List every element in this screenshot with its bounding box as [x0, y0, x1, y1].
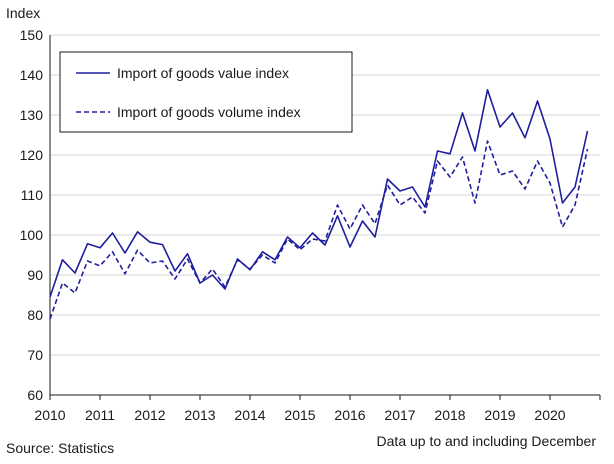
x-tick-label: 2018: [434, 407, 465, 423]
legend-box: [59, 51, 353, 133]
legend-label-volume: Import of goods volume index: [117, 104, 301, 120]
x-axis-ticks: 2010 2011 2012 2013 2014 2015 2016 2017 2018 2019…: [34, 407, 565, 423]
x-tick-label: 2020: [534, 407, 565, 423]
y-tick-label: 140: [20, 67, 44, 83]
legend-label-value: Import of goods value index: [117, 65, 289, 81]
x-tick-label: 2011: [85, 407, 115, 423]
x-tick-label: 2013: [184, 407, 215, 423]
x-tick-label: 2016: [334, 407, 365, 423]
y-tick-label: 120: [20, 147, 44, 163]
series-line-value: [49, 89, 589, 298]
x-tick-label: 2017: [384, 407, 415, 423]
x-tick-label: 2019: [484, 407, 515, 423]
y-tick-label: 100: [20, 227, 44, 243]
x-tick-label: 2014: [234, 407, 265, 423]
x-tick-label: 2015: [284, 407, 315, 423]
y-axis-ticks: 60 70 80 90 100 110 120 130 140 150: [20, 27, 44, 403]
y-tick-label: 60: [27, 387, 43, 403]
y-tick-label: 130: [20, 107, 44, 123]
axes: [49, 35, 601, 400]
y-tick-label: 90: [27, 267, 43, 283]
data-coverage-note: Data up to and including December: [376, 433, 596, 449]
y-tick-label: 150: [20, 27, 44, 43]
x-tick-label: 2010: [34, 407, 65, 423]
y-tick-label: 70: [27, 347, 43, 363]
y-tick-label: 80: [27, 307, 43, 323]
x-tick-label: 2012: [134, 407, 165, 423]
series-lines: [49, 89, 589, 320]
legend: Import of goods value index Import of go…: [59, 51, 353, 133]
source-note: Source: Statistics: [6, 440, 115, 456]
series-line-volume: [49, 140, 589, 320]
y-tick-label: 110: [21, 187, 44, 203]
y-axis-label: Index: [6, 5, 40, 21]
